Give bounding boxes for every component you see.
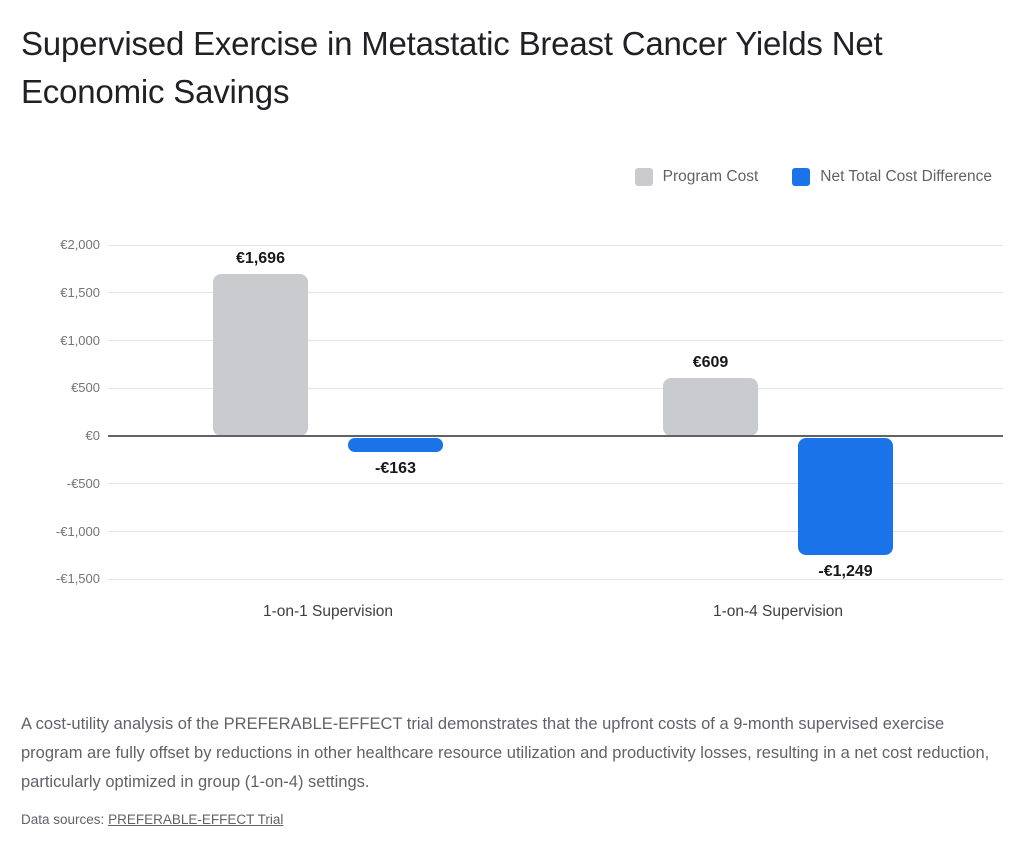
- chart-legend: Program Cost Net Total Cost Difference: [634, 168, 992, 186]
- y-axis-tick-label: -€1,000: [55, 523, 100, 539]
- gridline: [108, 578, 1003, 580]
- bar-program-cost: [213, 274, 308, 436]
- y-axis-tick-label: €0: [85, 428, 100, 443]
- gridline: [108, 483, 1003, 485]
- bar-chart: €2,000 €1,500 €1,000 €500 €0 -€500 -€1,000 -€1,…: [0, 230, 1024, 640]
- x-axis-category-label: 1-on-4 Supervision: [712, 603, 844, 620]
- x-axis-category-label: 1-on-1 Supervision: [262, 603, 394, 620]
- legend-swatch-net-total-cost-difference: [792, 168, 811, 186]
- y-axis-tick-label: €1,000: [60, 332, 100, 348]
- bar-net-total-cost-difference: [348, 438, 443, 452]
- gridline: [108, 340, 1003, 341]
- bar-value-label: -€163: [375, 459, 416, 477]
- bar-value-label: -€1,249: [818, 563, 873, 581]
- legend-item-net-total-cost-difference: Net Total Cost Difference: [792, 168, 992, 186]
- bar-value-label: €1,696: [236, 250, 285, 268]
- y-axis-tick-label: €2,000: [60, 237, 100, 252]
- chart-caption: A cost-utility analysis of the PREFERABL…: [21, 715, 990, 791]
- gridline: [108, 531, 1003, 532]
- legend-swatch-program-cost: [634, 168, 653, 186]
- data-sources: Data sources: PREFERABLE-EFFECT Trial: [21, 812, 283, 827]
- y-axis-tick-label: €500: [71, 380, 100, 396]
- y-axis-tick-label: -€500: [66, 475, 100, 491]
- data-sources-label: Data sources:: [21, 812, 105, 827]
- gridline: [108, 244, 1003, 246]
- bar-net-total-cost-difference: [798, 438, 893, 556]
- y-axis-tick-label: -€1,500: [55, 571, 100, 587]
- zero-axis-line: [108, 435, 1003, 437]
- bar-program-cost: [663, 377, 758, 436]
- y-axis-tick-label: €1,500: [60, 284, 100, 300]
- legend-label-program-cost: Program Cost: [662, 168, 759, 185]
- gridline: [108, 387, 1003, 389]
- page-title: Supervised Exercise in Metastatic Breast…: [21, 25, 883, 110]
- bar-value-label: €609: [692, 353, 729, 371]
- data-sources-link[interactable]: PREFERABLE-EFFECT Trial: [108, 812, 284, 827]
- gridline: [108, 292, 1003, 294]
- legend-item-program-cost: Program Cost: [634, 168, 759, 186]
- legend-label-net-total-cost-difference: Net Total Cost Difference: [820, 168, 992, 185]
